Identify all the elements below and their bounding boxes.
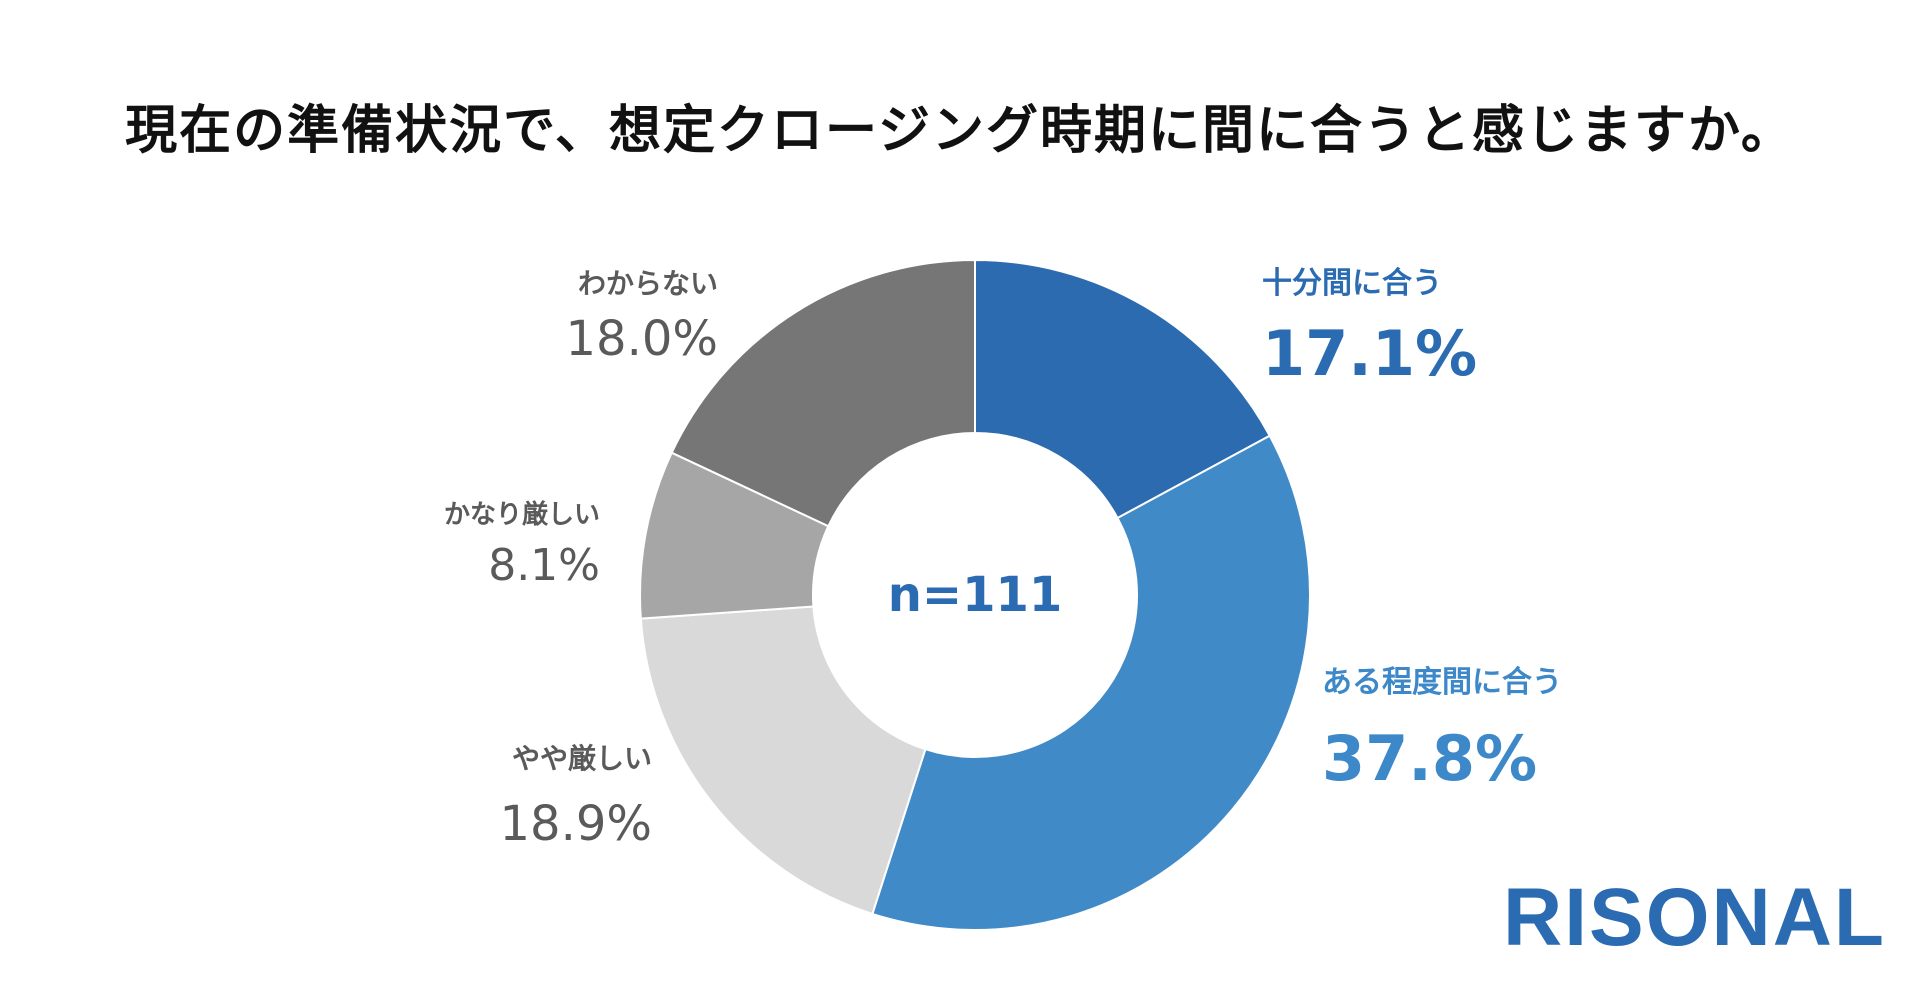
label-value-somewhat: 37.8% [1322,722,1537,795]
label-value-unknown: 18.0% [566,311,718,367]
slice-slightly-hard [639,605,927,916]
center-label: n=111 [888,567,1063,623]
slice-enough [974,258,1272,520]
label-name-slightly-hard: やや厳しい [512,742,652,775]
slice-unknown [670,258,976,528]
label-value-enough: 17.1% [1262,317,1477,390]
label-name-enough: 十分間に合う [1262,266,1442,301]
chart-title: 現在の準備状況で、想定クロージング時期に間に合うと感じますか。 [125,101,1795,161]
label-value-slightly-hard: 18.9% [500,796,652,852]
label-value-very-hard: 8.1% [488,540,600,591]
label-name-very-hard: かなり厳しい [444,499,600,530]
risonal-logo: RISONAL [1503,872,1886,963]
label-name-unknown: わからない [578,267,718,300]
label-name-somewhat: ある程度間に合う [1322,665,1562,700]
slice-somewhat [871,434,1311,931]
